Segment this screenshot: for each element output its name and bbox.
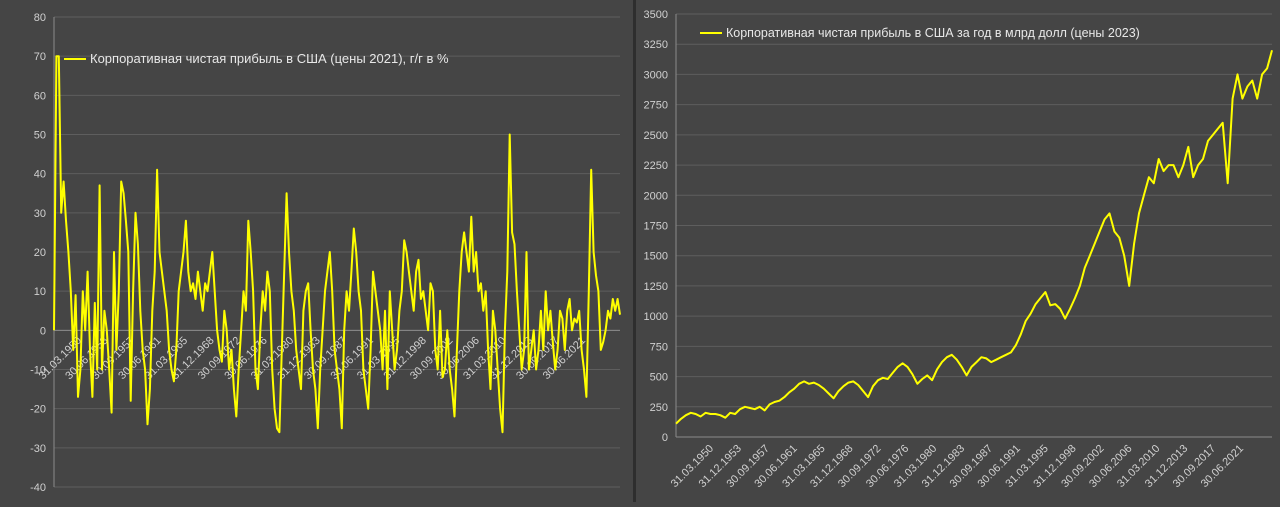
y-tick-label: 10 (34, 286, 46, 298)
y-tick-label: 750 (650, 341, 668, 353)
y-tick-label: 40 (34, 169, 46, 181)
y-tick-label: 50 (34, 130, 46, 142)
y-tick-label: -30 (30, 443, 46, 455)
y-tick-label: 2750 (644, 100, 668, 112)
series-line (53, 55, 621, 434)
y-tick-label: 1500 (644, 251, 668, 263)
y-tick-label: -10 (30, 365, 46, 377)
y-tick-label: 30 (34, 208, 46, 220)
y-tick-label: 3500 (644, 9, 668, 21)
legend-label: Корпоративная чистая прибыль в США за го… (726, 26, 1140, 40)
y-tick-label: 0 (40, 325, 46, 337)
y-tick-label: 3250 (644, 39, 668, 51)
right-chart-panel: 3500 3250 3000 2750 2500 2250 2000 1750 1500 1250… (636, 0, 1280, 502)
y-tick-label: 2000 (644, 190, 668, 202)
y-tick-label: 80 (34, 12, 46, 24)
y-tick-label: 70 (34, 51, 46, 63)
legend-label: Корпоративная чистая прибыль в США (цены… (90, 51, 449, 66)
y-tick-label: 1000 (644, 311, 668, 323)
y-tick-label: -40 (30, 482, 46, 494)
right-chart-svg: 3500325030002750250022502000175015001250… (644, 9, 1273, 490)
y-tick-label: 1250 (644, 281, 668, 293)
y-tick-label: 60 (34, 90, 46, 102)
left-chart-panel: 80 70 60 50 40 30 20 10 0 -10 -20 -30 -40 31.03.1950 3… (0, 0, 633, 502)
panel-divider (633, 0, 636, 502)
y-tick-label: -20 (30, 404, 46, 416)
series-line (675, 50, 1273, 425)
y-tick-label: 1750 (644, 221, 668, 233)
y-tick-label: 3000 (644, 69, 668, 81)
y-tick-label: 500 (650, 372, 668, 384)
y-tick-label: 250 (650, 402, 668, 414)
y-tick-label: 0 (662, 432, 668, 444)
y-tick-label: 2500 (644, 130, 668, 142)
y-tick-label: 20 (34, 247, 46, 259)
y-tick-label: 2250 (644, 160, 668, 172)
left-chart-svg: 80706050403020100-10-20-30-4031.03.19503… (30, 12, 621, 494)
